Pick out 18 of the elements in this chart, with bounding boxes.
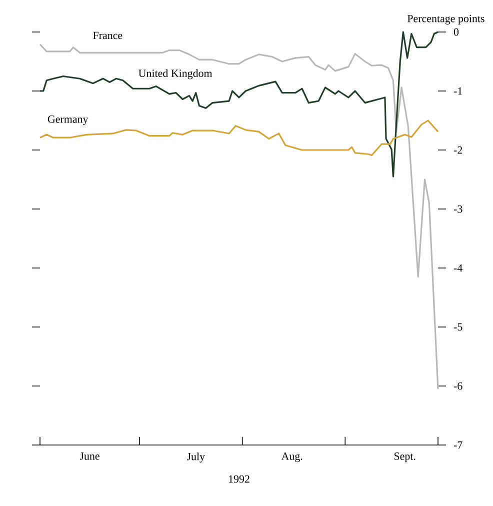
y-tick-label: -5 xyxy=(454,323,462,331)
series-label: Germany xyxy=(48,115,88,126)
x-axis-title: 1992 xyxy=(229,475,250,483)
x-tick-label: Aug. xyxy=(281,452,302,462)
y-tick-label: -4 xyxy=(454,264,462,272)
y-tick-label: 0 xyxy=(454,28,459,36)
y-tick-label: -6 xyxy=(454,382,462,390)
x-tick-label: Sept. xyxy=(394,452,416,462)
x-tick-label: July xyxy=(186,452,205,462)
series-label: France xyxy=(93,32,122,40)
x-tick-label: June xyxy=(80,452,100,460)
y-axis-title: Percentage points xyxy=(407,14,484,24)
series-label: United Kingdom xyxy=(138,69,212,80)
y-tick-label: -7 xyxy=(454,441,462,449)
y-tick-label: -1 xyxy=(454,87,462,95)
y-tick-label: -2 xyxy=(454,146,462,154)
line-series xyxy=(39,31,439,178)
y-tick-label: -3 xyxy=(454,205,462,213)
